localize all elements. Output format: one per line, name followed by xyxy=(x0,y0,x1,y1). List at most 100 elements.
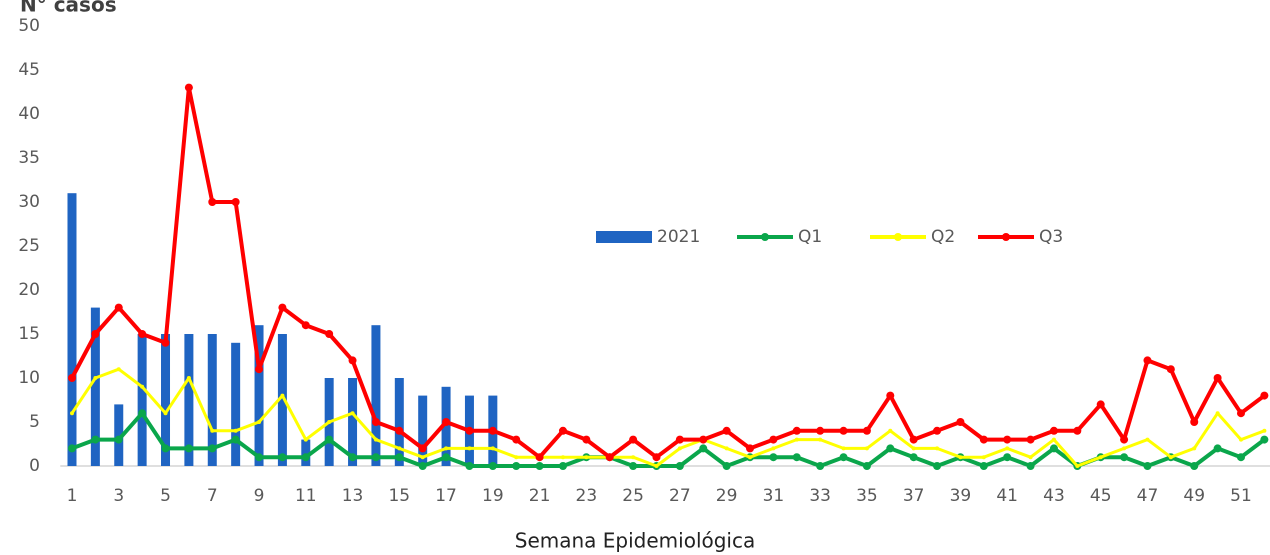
marker xyxy=(1051,437,1056,442)
marker xyxy=(1215,411,1220,416)
marker xyxy=(1098,455,1103,460)
marker xyxy=(839,426,848,435)
marker xyxy=(888,428,893,433)
marker xyxy=(911,446,916,451)
bar xyxy=(394,378,404,466)
y-tick-label: 50 xyxy=(18,16,40,36)
bar xyxy=(301,439,311,466)
bar xyxy=(114,404,124,466)
marker xyxy=(771,446,776,451)
marker xyxy=(1003,435,1012,444)
marker xyxy=(677,446,682,451)
marker xyxy=(1075,464,1080,468)
marker xyxy=(560,455,565,460)
marker xyxy=(1120,453,1129,462)
marker xyxy=(935,446,940,451)
marker xyxy=(933,462,942,470)
x-axis-title: Semana Epidemiológica xyxy=(515,529,756,553)
marker xyxy=(792,426,801,435)
marker xyxy=(371,453,380,462)
x-tick-label: 41 xyxy=(996,486,1018,506)
marker xyxy=(348,356,357,365)
marker xyxy=(161,444,170,453)
marker xyxy=(816,426,825,435)
marker xyxy=(722,462,731,470)
x-tick-label: 17 xyxy=(435,486,457,506)
bar xyxy=(441,386,451,466)
marker xyxy=(675,462,684,470)
marker xyxy=(186,376,191,380)
marker xyxy=(420,455,425,460)
marker xyxy=(1262,428,1267,433)
marker xyxy=(862,426,871,435)
marker xyxy=(514,455,519,460)
y-tick-label: 10 xyxy=(18,368,40,388)
marker xyxy=(1236,409,1245,418)
y-tick-label: 30 xyxy=(18,192,40,212)
x-tick-label: 21 xyxy=(529,486,551,506)
marker xyxy=(958,455,963,460)
marker xyxy=(769,453,778,462)
x-tick-label: 15 xyxy=(388,486,410,506)
marker xyxy=(699,435,708,444)
marker xyxy=(675,435,684,444)
y-tick-label: 5 xyxy=(29,412,40,432)
legend-label: Q1 xyxy=(798,227,822,247)
marker xyxy=(467,446,472,451)
x-tick-label: 43 xyxy=(1043,486,1065,506)
line xyxy=(70,367,1265,468)
line xyxy=(71,411,1266,468)
marker xyxy=(301,321,310,330)
marker xyxy=(301,453,310,462)
marker xyxy=(67,374,76,382)
marker xyxy=(1143,356,1152,365)
y-axis-title: N° casos xyxy=(20,0,117,17)
marker xyxy=(724,446,729,451)
marker xyxy=(1049,426,1058,435)
marker xyxy=(652,453,661,462)
marker xyxy=(184,444,193,453)
marker xyxy=(1213,374,1222,382)
x-tick-label: 29 xyxy=(716,486,738,506)
marker xyxy=(512,435,521,444)
y-tick-label: 15 xyxy=(18,324,40,344)
y-tick-label: 35 xyxy=(18,148,40,168)
legend-label: 2021 xyxy=(657,227,700,247)
marker xyxy=(138,409,147,418)
marker xyxy=(257,420,262,424)
marker xyxy=(748,455,753,460)
marker xyxy=(465,462,474,470)
marker xyxy=(1120,435,1129,444)
marker xyxy=(1028,455,1033,460)
marker xyxy=(979,435,988,444)
marker xyxy=(584,455,589,460)
marker xyxy=(93,376,98,380)
marker xyxy=(1143,462,1152,470)
marker xyxy=(91,435,100,444)
x-tick-label: 13 xyxy=(342,486,364,506)
marker xyxy=(558,462,567,470)
marker xyxy=(1192,446,1197,451)
x-tick-label: 27 xyxy=(669,486,691,506)
marker xyxy=(909,435,918,444)
bar xyxy=(161,334,171,466)
x-tick-label: 1 xyxy=(67,486,78,506)
legend-marker xyxy=(1002,233,1010,241)
marker xyxy=(327,420,332,424)
marker xyxy=(210,428,215,433)
marker xyxy=(582,435,591,444)
marker xyxy=(395,426,404,435)
marker xyxy=(1073,426,1082,435)
marker xyxy=(255,365,264,374)
marker xyxy=(348,453,357,462)
bar xyxy=(207,334,217,466)
marker xyxy=(1096,400,1105,409)
marker xyxy=(886,444,895,453)
marker xyxy=(1026,435,1035,444)
marker xyxy=(231,198,240,206)
marker xyxy=(418,444,427,453)
marker xyxy=(862,462,871,470)
marker xyxy=(1238,437,1243,442)
marker xyxy=(163,411,168,416)
marker xyxy=(631,455,636,460)
